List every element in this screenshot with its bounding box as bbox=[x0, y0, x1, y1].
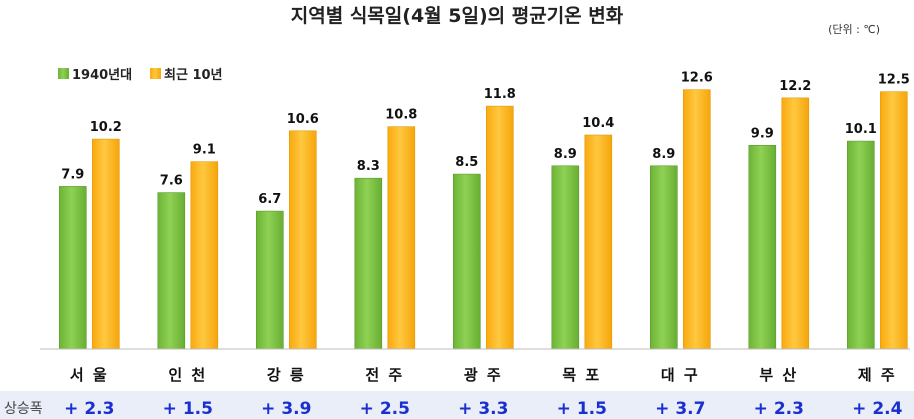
value-label-recent-0: 10.2 bbox=[90, 120, 122, 135]
bar-1940s-7 bbox=[748, 145, 777, 350]
rise-values: + 2.3 + 1.5 + 3.9 + 2.5 + 3.3 + 1.5 + 3.7 + 2.3… bbox=[64, 399, 902, 419]
category-label-6: 대 구 bbox=[661, 366, 700, 384]
value-label-1940s-0: 7.9 bbox=[61, 167, 84, 182]
bar-recent-0 bbox=[92, 138, 120, 350]
bar-1940s-3 bbox=[354, 177, 383, 350]
value-label-recent-7: 12.2 bbox=[779, 79, 811, 94]
rise-value-3: + 2.5 bbox=[360, 399, 410, 419]
value-label-recent-6: 12.6 bbox=[681, 71, 713, 86]
rise-value-5: + 1.5 bbox=[557, 399, 607, 419]
bar-recent-8 bbox=[879, 91, 908, 350]
bar-1940s-4 bbox=[452, 173, 481, 350]
rise-value-1: + 1.5 bbox=[163, 399, 213, 419]
value-label-1940s-8: 10.1 bbox=[845, 122, 877, 137]
bar-recent-5 bbox=[584, 134, 613, 350]
bar-1940s-0 bbox=[58, 186, 87, 350]
category-label-8: 제 주 bbox=[858, 366, 897, 384]
category-label-7: 부 산 bbox=[759, 366, 798, 384]
category-label-4: 광 주 bbox=[464, 366, 503, 384]
value-label-recent-2: 10.6 bbox=[287, 112, 319, 127]
category-label-3: 전 주 bbox=[365, 366, 404, 384]
bars-group: 7.9 10.2 7.6 9.1 6.7 10.6 8.3 10.8 8.5 11.8 8.9 10.… bbox=[58, 71, 910, 350]
legend-label-1940s: 1940년대 bbox=[72, 68, 132, 83]
chart-title: 지역별 식목일(4월 5일)의 평균기온 변화 bbox=[291, 5, 624, 27]
value-label-1940s-2: 6.7 bbox=[258, 192, 281, 207]
rise-value-6: + 3.7 bbox=[655, 399, 705, 419]
bar-1940s-6 bbox=[649, 165, 678, 350]
bar-recent-3 bbox=[387, 126, 416, 350]
bar-1940s-2 bbox=[255, 210, 284, 350]
rise-value-0: + 2.3 bbox=[64, 399, 114, 419]
legend-swatch-1940s bbox=[58, 68, 69, 79]
category-label-0: 서 울 bbox=[70, 366, 109, 384]
value-label-recent-3: 10.8 bbox=[385, 108, 417, 123]
bar-1940s-1 bbox=[157, 192, 186, 350]
rise-row-label: 상승폭 bbox=[4, 401, 43, 417]
rise-value-2: + 3.9 bbox=[261, 399, 311, 419]
bar-1940s-5 bbox=[551, 165, 580, 350]
value-label-recent-1: 9.1 bbox=[193, 143, 216, 158]
category-label-1: 인 천 bbox=[168, 366, 207, 384]
rise-value-7: + 2.3 bbox=[754, 399, 804, 419]
legend: 1940년대 최근 10년 bbox=[58, 68, 223, 83]
category-label-5: 목 포 bbox=[562, 366, 601, 384]
value-label-recent-5: 10.4 bbox=[582, 116, 614, 131]
unit-note: (단위 : ℃) bbox=[828, 23, 880, 36]
value-label-1940s-4: 8.5 bbox=[455, 155, 478, 170]
value-label-recent-8: 12.5 bbox=[878, 73, 910, 88]
value-label-1940s-3: 8.3 bbox=[357, 159, 380, 174]
rise-value-4: + 3.3 bbox=[458, 399, 508, 419]
bar-recent-6 bbox=[682, 89, 711, 350]
value-label-1940s-7: 9.9 bbox=[751, 126, 774, 141]
bar-recent-7 bbox=[781, 97, 810, 350]
value-label-recent-4: 11.8 bbox=[484, 87, 516, 102]
value-label-1940s-5: 8.9 bbox=[554, 147, 577, 162]
bar-recent-1 bbox=[190, 161, 219, 350]
bar-1940s-8 bbox=[846, 140, 875, 350]
legend-label-recent: 최근 10년 bbox=[164, 68, 223, 83]
rise-row-background bbox=[0, 391, 914, 419]
bar-recent-4 bbox=[485, 105, 514, 350]
legend-swatch-recent bbox=[150, 68, 161, 79]
rise-value-8: + 2.4 bbox=[852, 399, 902, 419]
category-label-2: 강 릉 bbox=[267, 366, 306, 384]
value-label-1940s-1: 7.6 bbox=[160, 174, 183, 189]
bar-recent-2 bbox=[288, 130, 317, 350]
value-label-1940s-6: 8.9 bbox=[652, 147, 675, 162]
